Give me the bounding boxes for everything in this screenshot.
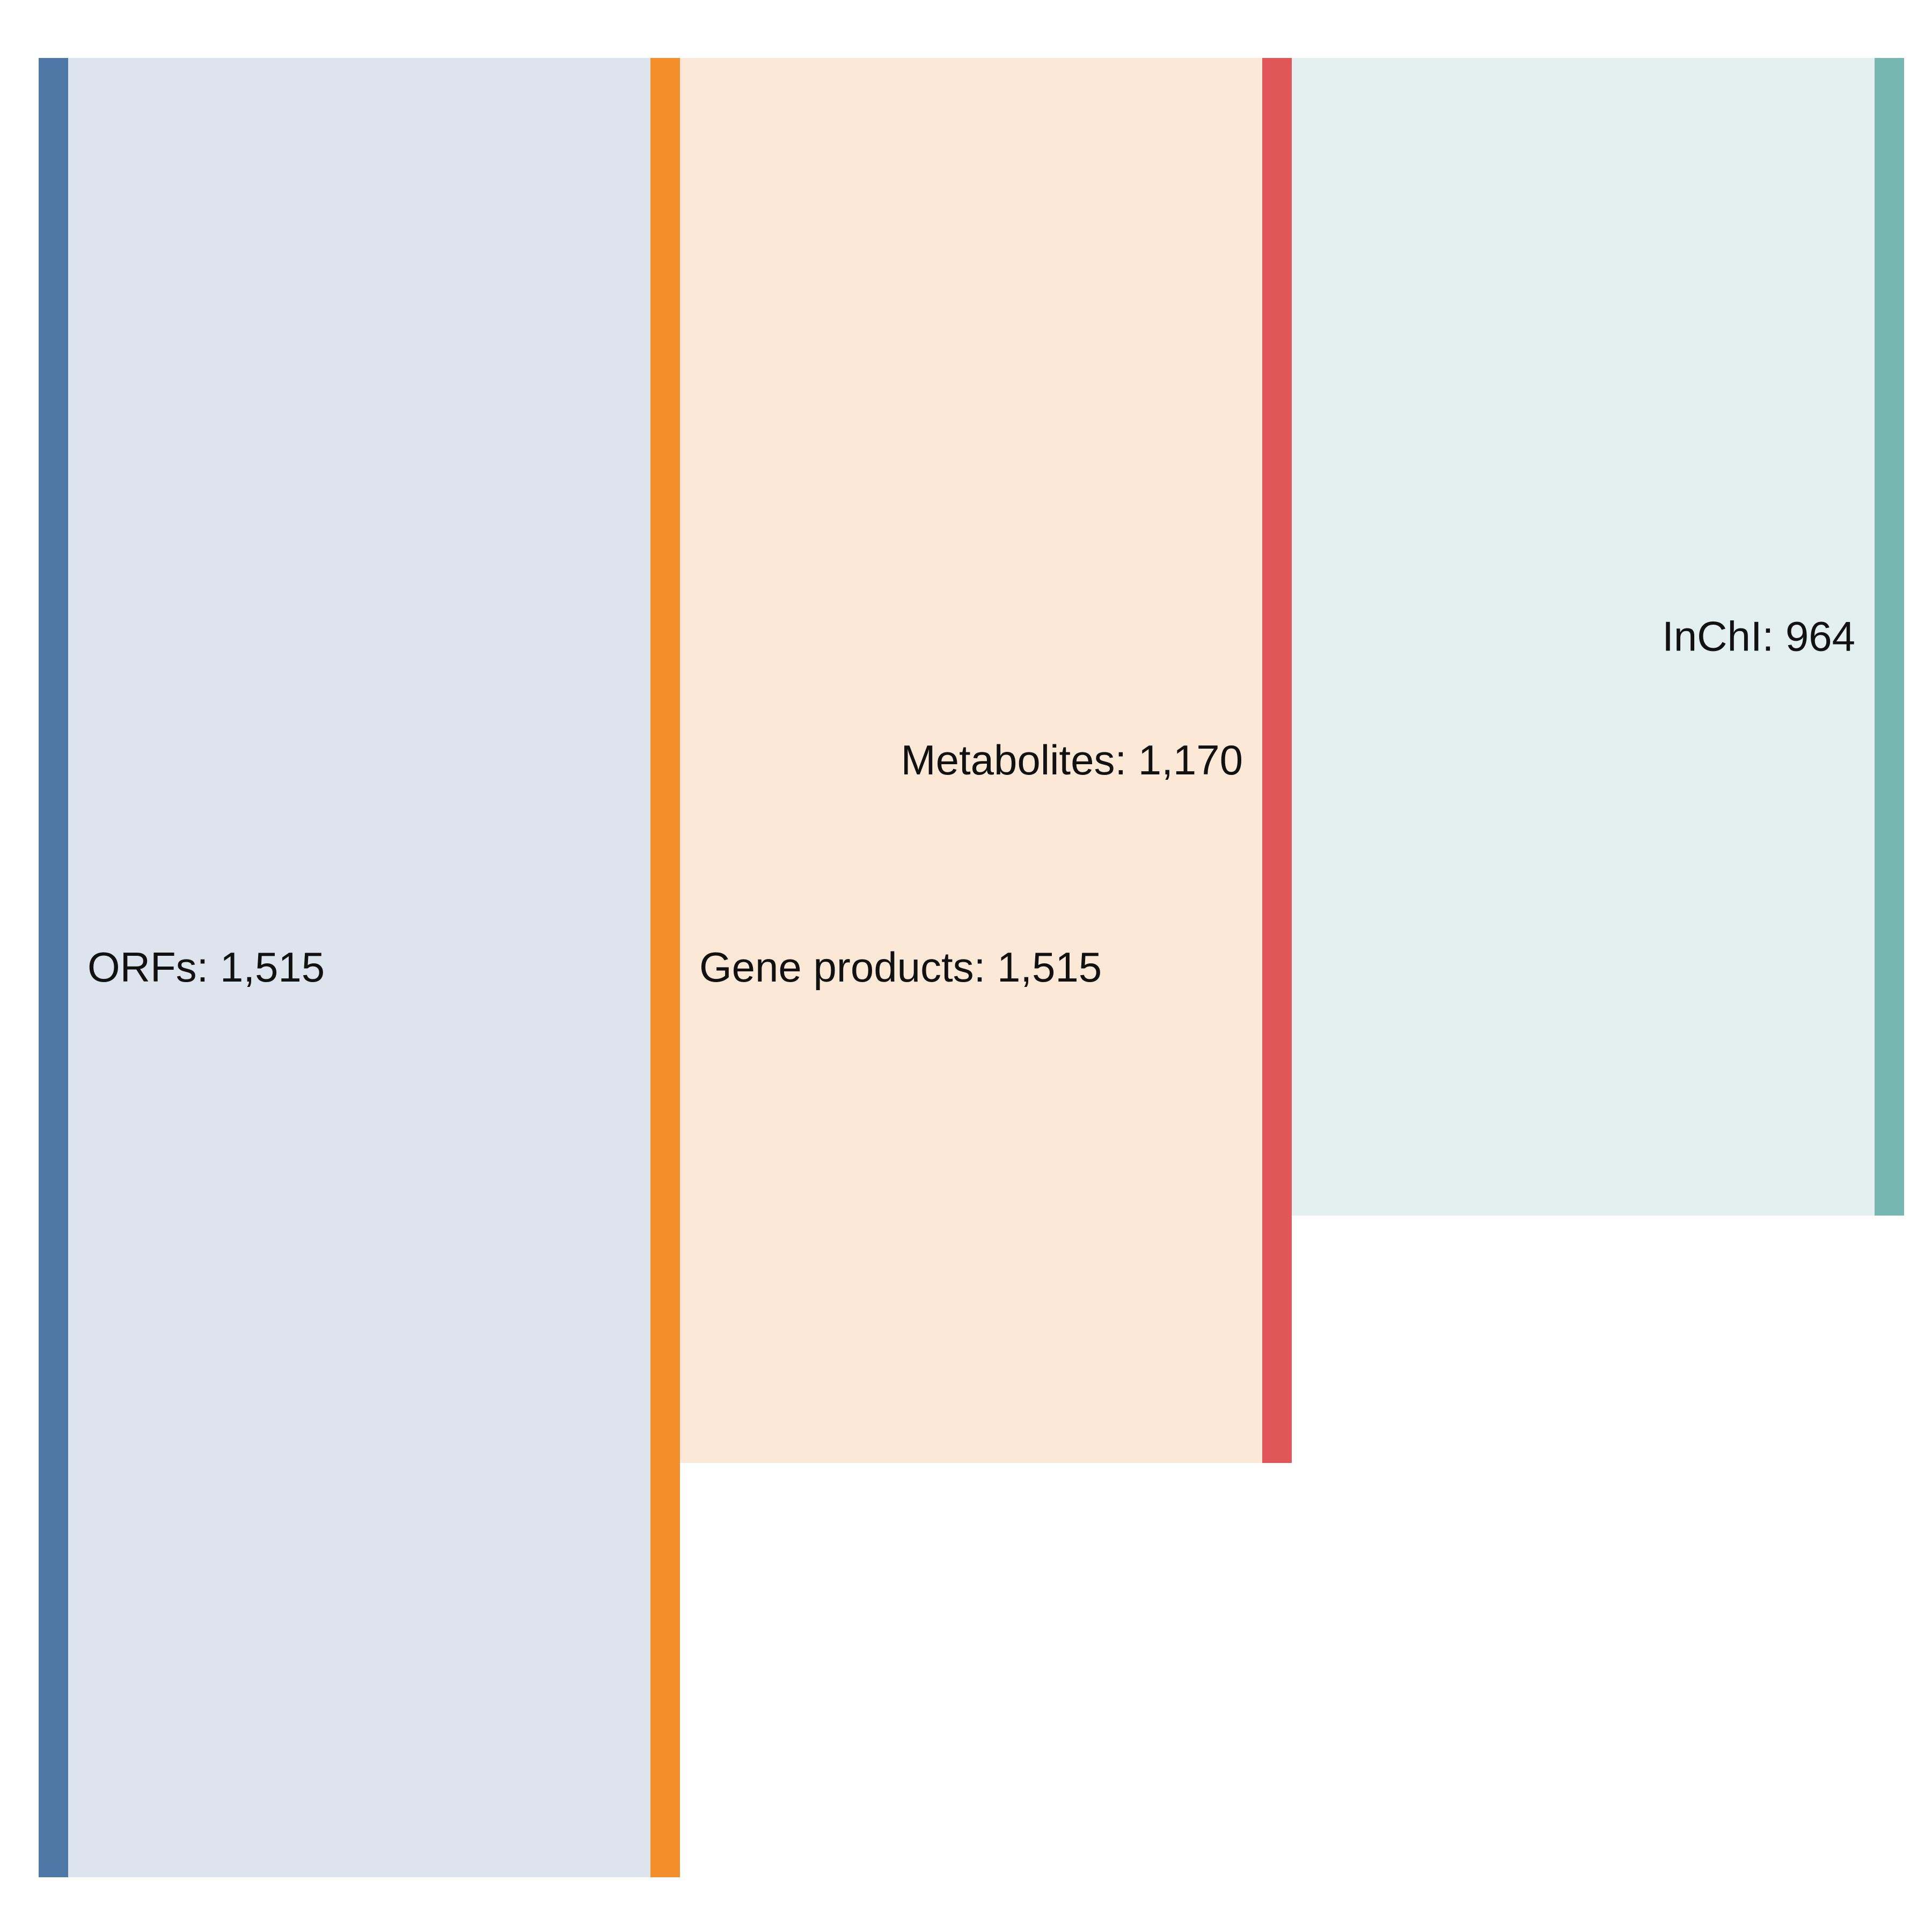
link-metabolites-to-inchi xyxy=(1292,58,1875,1216)
node-label-orfs: ORFs: 1,515 xyxy=(87,943,325,991)
link-orfs-to-gene-products xyxy=(68,58,650,1877)
node-bar-inchi xyxy=(1875,58,1904,1216)
node-label-metabolites: Metabolites: 1,170 xyxy=(901,736,1243,784)
sankey-nodes xyxy=(39,58,1904,1877)
sankey-links xyxy=(68,58,1875,1877)
sankey-labels: ORFs: 1,515 Gene products: 1,515 Metabolit… xyxy=(87,613,1855,991)
node-bar-orfs xyxy=(39,58,68,1877)
link-gene-products-to-metabolites xyxy=(680,58,1262,1463)
node-label-gene-products: Gene products: 1,515 xyxy=(699,943,1102,991)
node-bar-gene-products xyxy=(650,58,680,1877)
node-label-inchi: InChI: 964 xyxy=(1662,613,1855,660)
node-bar-metabolites xyxy=(1262,58,1292,1463)
